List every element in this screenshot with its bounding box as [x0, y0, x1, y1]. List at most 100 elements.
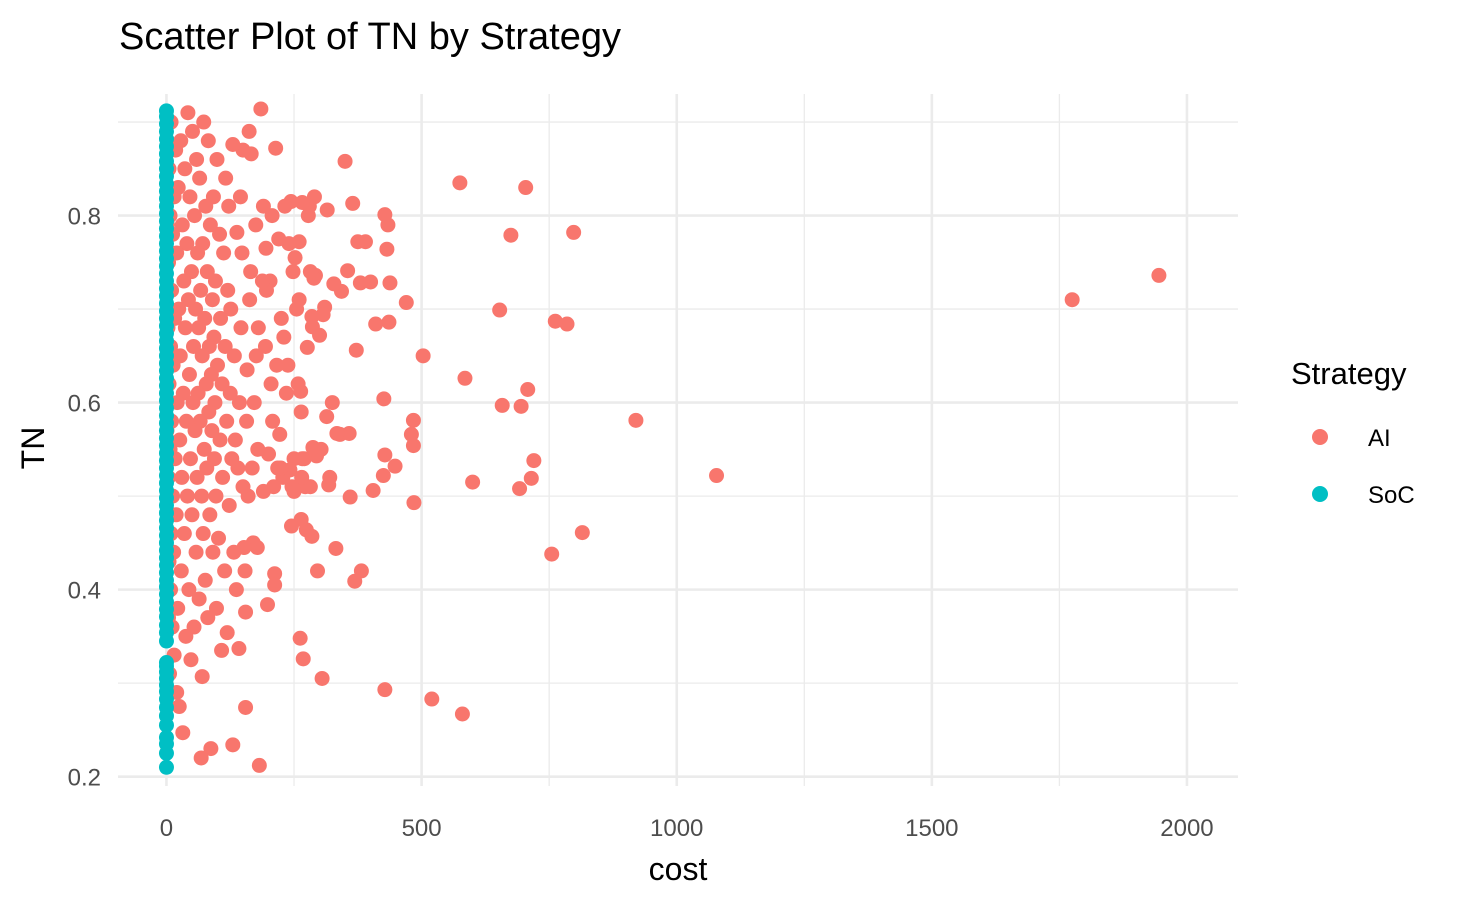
ai-data-point — [196, 114, 212, 130]
ai-data-point — [198, 198, 214, 214]
ai-data-point — [379, 241, 395, 257]
ai-data-point — [518, 180, 534, 196]
ai-data-point — [494, 397, 510, 413]
ai-data-point — [177, 161, 193, 177]
ai-series-points — [159, 101, 1167, 773]
ai-data-point — [283, 518, 299, 534]
ai-data-point — [234, 245, 250, 261]
ai-data-point — [211, 530, 227, 546]
ai-data-point — [171, 699, 187, 715]
ai-data-point — [194, 488, 210, 504]
ai-data-point — [180, 292, 196, 308]
ai-data-point — [214, 642, 230, 658]
ai-data-point — [375, 468, 391, 484]
ai-data-point — [221, 198, 237, 214]
ai-data-point — [406, 495, 422, 511]
ai-data-point — [276, 329, 292, 345]
ai-data-point — [219, 625, 235, 641]
x-tick-label: 1000 — [650, 815, 703, 842]
ai-data-point — [179, 488, 195, 504]
ai-data-point — [310, 563, 326, 579]
ai-data-point — [492, 302, 508, 318]
ai-data-point — [238, 604, 254, 620]
x-axis-tick-labels: 0 500 1000 1500 2000 — [160, 815, 1214, 842]
ai-data-point — [237, 563, 253, 579]
ai-data-point — [183, 652, 199, 668]
ai-data-point — [277, 198, 293, 214]
ai-data-point — [238, 699, 254, 715]
ai-data-point — [182, 451, 198, 467]
ai-data-point — [304, 309, 320, 325]
ai-data-point — [174, 217, 190, 233]
ai-data-point — [251, 757, 267, 773]
ai-data-point — [267, 566, 283, 582]
ai-data-point — [248, 348, 264, 364]
ai-data-point — [180, 105, 196, 121]
ai-data-point — [185, 395, 201, 411]
soc-data-point — [158, 759, 174, 775]
ai-data-point — [302, 264, 318, 280]
ai-data-point — [202, 507, 218, 523]
ai-data-point — [205, 544, 221, 560]
ai-data-point — [326, 276, 342, 292]
ai-data-point — [194, 669, 210, 685]
ai-data-point — [217, 338, 233, 354]
ai-data-point — [186, 338, 202, 354]
ai-data-point — [265, 413, 281, 429]
ai-data-point — [709, 468, 725, 484]
x-tick-label: 2000 — [1160, 815, 1213, 842]
y-axis-tick-labels: 0.2 0.4 0.6 0.8 — [68, 204, 101, 792]
ai-data-point — [377, 207, 393, 223]
legend-soc-label: SoC — [1368, 482, 1415, 509]
ai-data-point — [172, 432, 188, 448]
ai-data-point — [176, 526, 192, 542]
ai-data-point — [179, 236, 195, 252]
ai-data-point — [244, 460, 260, 476]
soc-data-point — [158, 729, 174, 745]
ai-data-point — [214, 376, 230, 392]
ai-data-point — [305, 439, 321, 455]
ai-data-point — [255, 198, 271, 214]
ai-data-point — [250, 320, 266, 336]
ai-data-point — [193, 282, 209, 298]
y-tick-label: 0.8 — [68, 204, 101, 231]
ai-data-point — [405, 412, 421, 428]
ai-data-point — [178, 413, 194, 429]
ai-data-point — [365, 482, 381, 498]
ai-data-point — [239, 413, 255, 429]
ai-data-point — [321, 477, 337, 493]
ai-data-point — [212, 226, 228, 242]
ai-data-point — [454, 706, 470, 722]
y-tick-label: 0.4 — [68, 578, 101, 605]
ai-data-point — [289, 301, 305, 317]
ai-data-point — [197, 572, 213, 588]
ai-data-point — [191, 591, 207, 607]
legend-ai-key — [1312, 429, 1328, 445]
ai-data-point — [208, 488, 224, 504]
ai-data-point — [178, 628, 194, 644]
ai-data-point — [188, 544, 204, 560]
ai-data-point — [628, 412, 644, 428]
ai-data-point — [424, 691, 440, 707]
ai-data-point — [187, 208, 203, 224]
ai-data-point — [574, 525, 590, 541]
ai-data-point — [350, 234, 366, 250]
ai-data-point — [226, 348, 242, 364]
ai-data-point — [319, 202, 335, 218]
ai-data-point — [227, 432, 243, 448]
ai-data-point — [284, 479, 300, 495]
ai-data-point — [170, 600, 186, 616]
ai-data-point — [377, 682, 393, 698]
legend: Strategy AI SoC — [1291, 356, 1415, 509]
ai-data-point — [257, 338, 273, 354]
ai-data-point — [520, 382, 536, 398]
ai-data-point — [271, 231, 287, 247]
ai-data-point — [184, 123, 200, 139]
ai-data-point — [269, 357, 285, 373]
ai-data-point — [219, 413, 235, 429]
ai-data-point — [526, 453, 542, 469]
ai-data-point — [292, 630, 308, 646]
ai-data-point — [177, 320, 193, 336]
